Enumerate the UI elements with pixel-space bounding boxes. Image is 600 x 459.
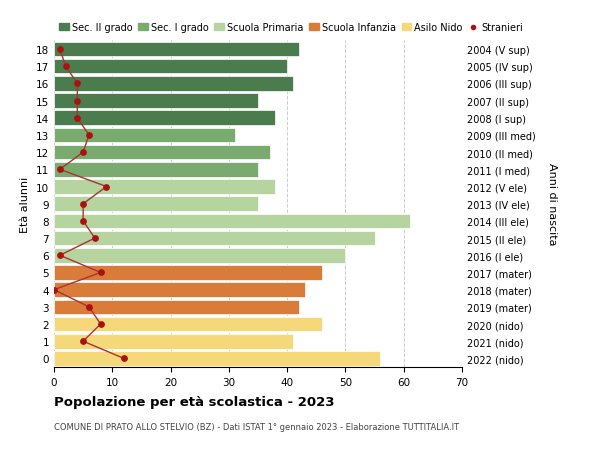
Point (96, 321, 106, 328)
Point (55, 166, 65, 174)
Bar (54, 351, 380, 366)
Point (79, 149, 88, 157)
Bar (54, 180, 275, 195)
Point (79, 338, 88, 345)
Bar (54, 317, 322, 331)
Bar (54, 162, 258, 177)
Legend: Sec. II grado, Sec. I grado, Scuola Primaria, Scuola Infanzia, Asilo Nido, Stran: Sec. II grado, Sec. I grado, Scuola Prim… (59, 23, 523, 33)
Point (73, 98, 82, 105)
Bar (54, 197, 258, 212)
Point (49, 286, 59, 294)
Point (55, 46, 65, 54)
Point (61, 63, 70, 71)
Bar (54, 60, 287, 74)
Y-axis label: Età alunni: Età alunni (20, 176, 31, 232)
Bar (54, 146, 269, 160)
Bar (54, 77, 293, 91)
Bar (54, 266, 322, 280)
Point (90, 235, 100, 242)
Bar (54, 214, 410, 229)
Bar (54, 300, 299, 314)
Point (84, 303, 94, 311)
Point (96, 269, 106, 276)
Bar (54, 43, 299, 57)
Bar (54, 231, 374, 246)
Y-axis label: Anni di nascita: Anni di nascita (547, 163, 557, 246)
Text: COMUNE DI PRATO ALLO STELVIO (BZ) - Dati ISTAT 1° gennaio 2023 - Elaborazione TU: COMUNE DI PRATO ALLO STELVIO (BZ) - Dati… (54, 422, 459, 431)
Bar (54, 129, 235, 143)
Bar (54, 94, 258, 109)
Point (79, 218, 88, 225)
Bar (54, 283, 305, 297)
Bar (54, 248, 346, 263)
Point (84, 132, 94, 140)
Point (55, 252, 65, 259)
Bar (54, 334, 293, 349)
Point (73, 115, 82, 122)
Point (79, 201, 88, 208)
Bar (54, 111, 275, 126)
Point (101, 184, 111, 191)
Point (73, 80, 82, 88)
Point (119, 355, 129, 362)
Text: Popolazione per età scolastica - 2023: Popolazione per età scolastica - 2023 (54, 395, 335, 408)
